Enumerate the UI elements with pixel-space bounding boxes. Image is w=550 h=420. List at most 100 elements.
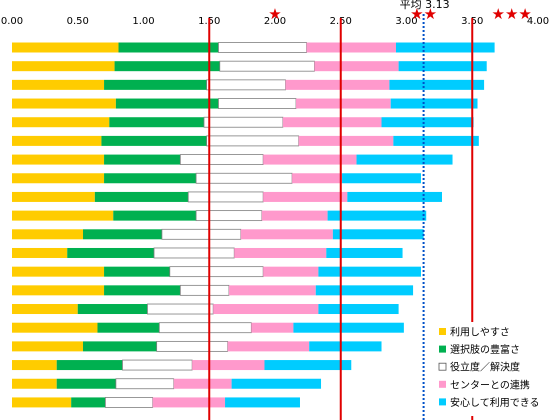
bar-segment: [389, 79, 485, 90]
legend-label: 役立度／解決度: [450, 361, 520, 374]
bar-segment: [292, 173, 343, 184]
bar-segment: [261, 210, 328, 221]
bar-segment: [298, 135, 394, 146]
bar-segment: [104, 79, 207, 90]
star-rating: ★: [268, 5, 281, 23]
bar-segment: [152, 397, 226, 408]
bars: [12, 42, 495, 408]
star-ratings: ★ ★★ ★★★: [268, 5, 532, 23]
bar-segment: [12, 191, 95, 202]
bar-segment: [114, 61, 220, 72]
bar-segment: [342, 173, 421, 184]
bar-segment: [231, 378, 322, 389]
bar-segment: [56, 378, 116, 389]
bar-segment: [173, 378, 232, 389]
bar-segment: [263, 154, 357, 165]
bar-segment: [12, 266, 105, 277]
bar-segment: [12, 117, 110, 128]
bar-segment: [213, 304, 319, 315]
bar-segment: [218, 98, 297, 109]
bar-segment: [56, 360, 123, 371]
legend-swatch: [438, 362, 447, 371]
bar-segment: [282, 117, 382, 128]
bar-segment: [309, 341, 382, 352]
bar-segment: [12, 304, 78, 315]
bar-segment: [219, 60, 315, 72]
legend-label: 安心して利用できる: [450, 396, 540, 409]
bar-segment: [314, 61, 399, 72]
bar-segment: [332, 229, 424, 240]
bar-segment: [94, 191, 189, 202]
bar-segment: [12, 285, 105, 296]
bar-segment: [251, 322, 294, 333]
bar-segment: [12, 173, 105, 184]
legend-label: 利用しやすさ: [450, 327, 510, 339]
bar-segment: [179, 284, 230, 296]
bar-segment: [104, 285, 181, 296]
bar-segment: [390, 98, 478, 109]
bar-segment: [234, 247, 327, 258]
bar-segment: [327, 210, 427, 221]
bar-segment: [115, 378, 175, 390]
bar-segment: [67, 247, 155, 258]
legend-label: センターとの連携: [450, 378, 530, 391]
bar-segment: [285, 79, 390, 90]
x-tick-label: 3.00: [395, 16, 417, 27]
x-tick-label: 0.00: [1, 16, 23, 27]
bar-segment: [153, 247, 235, 259]
bar-segment: [109, 117, 204, 128]
bar-segment: [12, 154, 105, 165]
bar-segment: [12, 229, 84, 240]
bar-segment: [12, 397, 72, 408]
bar-segment: [12, 247, 68, 258]
bar-segment: [306, 42, 396, 53]
bar-segment: [187, 191, 264, 203]
bar-segment: [104, 266, 170, 277]
bar-segment: [296, 98, 391, 109]
bar-segment: [71, 397, 106, 408]
bar-segment: [12, 98, 116, 109]
bar-segment: [318, 304, 399, 315]
star-rating: ★★: [410, 5, 437, 23]
star-rating: ★★★: [492, 5, 532, 23]
x-tick-label: 4.00: [527, 16, 549, 27]
bar-segment: [206, 79, 286, 91]
average-label: 平均 3.13: [400, 0, 450, 11]
bar-segment: [83, 229, 162, 240]
bar-segment: [12, 322, 98, 333]
bar-segment: [206, 135, 300, 147]
bar-segment: [347, 191, 443, 202]
legend-background: [433, 322, 545, 416]
bar-segment: [318, 266, 421, 277]
bar-segment: [192, 360, 265, 371]
bar-segment: [97, 322, 160, 333]
bar-segment: [12, 378, 57, 389]
bar-segment: [12, 79, 105, 90]
bar-segment: [122, 359, 193, 371]
x-tick-label: 2.00: [264, 16, 286, 27]
bar-segment: [77, 304, 148, 315]
bar-segment: [195, 210, 263, 222]
bar-segment: [147, 303, 214, 315]
x-tick-label: 0.50: [67, 16, 89, 27]
bar-segment: [398, 61, 487, 72]
bar-segment: [393, 135, 479, 146]
bar-segment: [12, 360, 57, 371]
bar-segment: [104, 397, 154, 408]
bar-segment: [101, 135, 207, 146]
bar-segment: [169, 266, 264, 278]
bar-segment: [104, 154, 181, 165]
bar-segment: [240, 229, 333, 240]
bar-segment: [12, 341, 84, 352]
bar-segment: [263, 266, 319, 277]
bar-segment: [228, 285, 316, 296]
bar-segment: [315, 285, 414, 296]
bar-segment: [104, 173, 197, 184]
bar-segment: [326, 247, 403, 258]
legend-swatch: [439, 380, 446, 388]
bar-segment: [118, 42, 219, 53]
x-tick-label: 1.00: [132, 16, 154, 27]
legend-swatch: [439, 398, 446, 406]
